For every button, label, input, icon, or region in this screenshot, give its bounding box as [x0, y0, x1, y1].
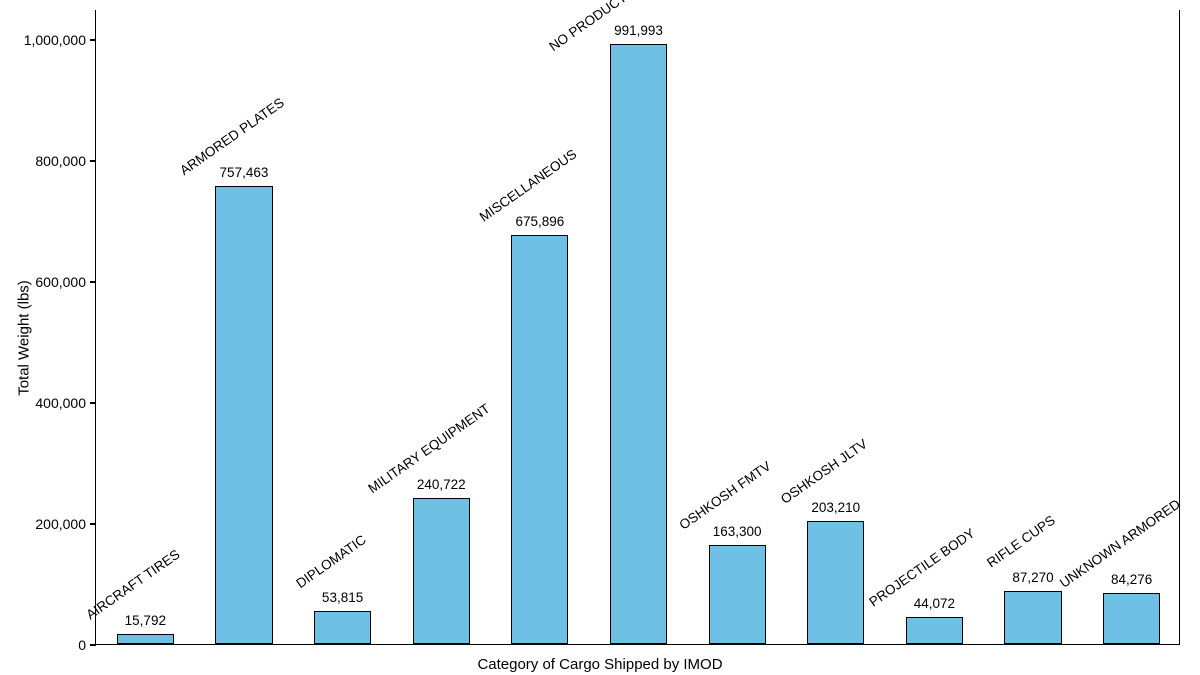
y-tick-label: 400,000 [35, 395, 96, 411]
bar [215, 186, 272, 644]
bar [1004, 591, 1061, 644]
bar-value-label: 163,300 [713, 524, 762, 539]
bar-category-label: MISCELLANEOUS [477, 147, 580, 225]
bar [807, 521, 864, 644]
bar [1103, 593, 1160, 644]
chart-area: 0200,000400,000600,000800,0001,000,00015… [95, 10, 1180, 645]
bar-value-label: 44,072 [914, 596, 955, 611]
bar [314, 611, 371, 644]
bar-value-label: 675,896 [515, 214, 564, 229]
bar [906, 617, 963, 644]
bar-value-label: 203,210 [811, 500, 860, 515]
y-axis-label: Total Weight (lbs) [16, 280, 33, 396]
bar [709, 545, 766, 644]
x-axis-label: Category of Cargo Shipped by IMOD [477, 656, 722, 673]
bar-category-label: DIPLOMATIC [293, 532, 368, 591]
y-tick-label: 600,000 [35, 274, 96, 290]
bar [511, 235, 568, 644]
bar-category-label: AIRCRAFT TIRES [84, 547, 183, 623]
bar-value-label: 53,815 [322, 590, 363, 605]
bar-category-label: OSHKOSH FMTV [677, 459, 774, 533]
bar-category-label: OSHKOSH JLTV [778, 436, 870, 507]
bar-value-label: 84,276 [1111, 572, 1152, 587]
bar-value-label: 15,792 [125, 613, 166, 628]
bar-value-label: 757,463 [220, 165, 269, 180]
bar-category-label: RIFLE CUPS [984, 513, 1058, 571]
bar-value-label: 991,993 [614, 23, 663, 38]
bar [610, 44, 667, 644]
y-tick-label: 0 [78, 637, 96, 653]
y-tick-label: 1,000,000 [24, 32, 96, 48]
bar [413, 498, 470, 644]
bar [117, 634, 174, 644]
bar-value-label: 240,722 [417, 477, 466, 492]
bar-value-label: 87,270 [1012, 570, 1053, 585]
y-tick-label: 200,000 [35, 516, 96, 532]
y-tick-label: 800,000 [35, 153, 96, 169]
plot-area: 0200,000400,000600,000800,0001,000,00015… [95, 10, 1180, 645]
